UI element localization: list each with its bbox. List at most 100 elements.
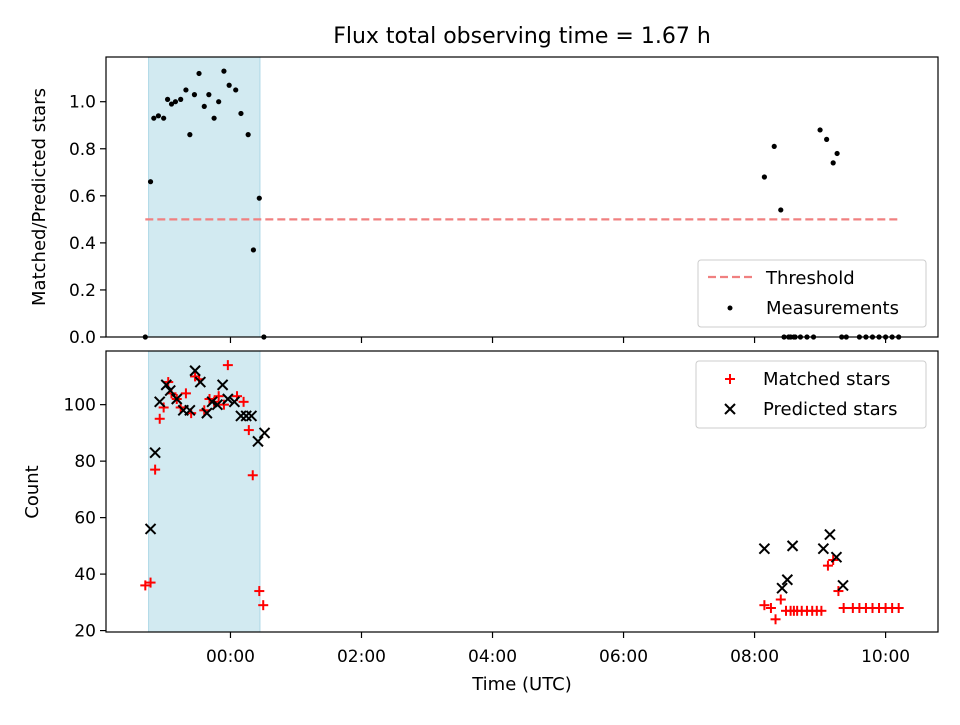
y-tick-label: 1.0 bbox=[69, 93, 96, 113]
measurement-point bbox=[233, 87, 239, 93]
measurement-point bbox=[187, 132, 193, 138]
matched-star-point bbox=[222, 360, 233, 371]
measurement-point bbox=[183, 87, 189, 93]
measurement-point bbox=[238, 110, 244, 117]
predicted-star-point bbox=[154, 396, 166, 408]
measurement-point bbox=[172, 99, 179, 105]
observing-window-band bbox=[148, 350, 261, 633]
predicted-star-point bbox=[144, 523, 157, 535]
y-axis-label: Count bbox=[22, 465, 43, 518]
x-tick-label: 04:00 bbox=[468, 647, 517, 667]
measurement-point bbox=[771, 143, 777, 150]
measurement-point bbox=[201, 103, 207, 110]
predicted-star-point bbox=[781, 574, 794, 586]
measurement-point bbox=[211, 115, 217, 121]
predicted-star-point bbox=[222, 393, 234, 405]
measurement-point bbox=[147, 179, 154, 185]
legend-frame bbox=[695, 360, 927, 429]
predicted-star-point bbox=[194, 376, 207, 388]
axes-frame bbox=[105, 350, 939, 633]
shaded-span bbox=[148, 56, 261, 338]
measurement-point bbox=[834, 150, 840, 157]
measurement-point bbox=[778, 207, 784, 213]
measurement-point bbox=[168, 101, 175, 107]
measurement-point bbox=[191, 92, 198, 98]
predicted-star-point bbox=[171, 393, 183, 405]
predicted-star-point bbox=[758, 542, 771, 555]
legend-measurements-swatch bbox=[727, 305, 733, 311]
y-tick-label: 20 bbox=[74, 622, 96, 642]
predicted-star-point bbox=[817, 542, 830, 555]
y-tick-label: 100 bbox=[64, 396, 96, 416]
predicted-star-point bbox=[201, 407, 213, 419]
legend-predicted-label: Predicted stars bbox=[763, 399, 897, 420]
observing-window-band bbox=[148, 56, 261, 338]
matched-star-point bbox=[765, 602, 776, 613]
measurement-point bbox=[196, 70, 202, 77]
predicted-star-point bbox=[149, 446, 161, 459]
matched-star-point bbox=[258, 600, 269, 611]
predicted-star-point bbox=[235, 410, 247, 422]
chart-title: Flux total observing time = 1.67 h bbox=[333, 24, 711, 49]
matched-star-point bbox=[822, 560, 833, 571]
measurement-point bbox=[216, 99, 222, 105]
measurement-point bbox=[226, 82, 232, 88]
count-plot: 20 40 60 80 100 00:00 02:00 04:00 06:00 08:00 10:0… bbox=[22, 350, 939, 695]
measurement-point bbox=[221, 68, 227, 74]
predicted-star-point bbox=[245, 410, 258, 422]
matched-star-point bbox=[775, 594, 786, 605]
count-axes: 20 40 60 80 100 00:00 02:00 04:00 06:00 08:00 10:0… bbox=[64, 350, 939, 667]
predicted-star-point bbox=[837, 579, 849, 592]
predicted-star-point bbox=[776, 582, 788, 594]
x-tick-label: 08:00 bbox=[730, 647, 779, 667]
x-tick-label: 10:00 bbox=[861, 647, 910, 667]
matched-star-point bbox=[140, 580, 151, 591]
matched-star-point bbox=[838, 602, 849, 613]
ratio-legend: Threshold Measurements bbox=[697, 259, 927, 328]
x-tick-label: 02:00 bbox=[337, 647, 386, 667]
matched-star-point bbox=[213, 391, 224, 402]
y-tick-label: 0.0 bbox=[69, 328, 96, 348]
y-tick-label: 80 bbox=[74, 452, 96, 472]
measurement-point bbox=[161, 115, 167, 121]
predicted-star-point bbox=[786, 540, 799, 552]
predicted-star-point bbox=[184, 404, 196, 417]
measurement-point bbox=[256, 195, 262, 201]
measurement-point bbox=[155, 113, 162, 119]
x-axis-label: Time (UTC) bbox=[471, 674, 572, 695]
y-tick-label: 0.2 bbox=[69, 281, 96, 301]
predicted-star-point bbox=[160, 379, 172, 391]
predicted-star-point bbox=[258, 427, 271, 439]
measurement-point bbox=[817, 127, 823, 133]
predicted-star-point bbox=[252, 435, 264, 448]
matched-star-point bbox=[145, 577, 156, 588]
y-axis-label: Matched/Predicted stars bbox=[29, 88, 50, 306]
matched-star-point bbox=[243, 425, 254, 436]
y-tick-label: 60 bbox=[74, 509, 96, 529]
measurement-point bbox=[151, 115, 157, 121]
matched-star-point bbox=[893, 602, 904, 613]
matched-star-point bbox=[816, 605, 827, 616]
x-tick-label: 00:00 bbox=[206, 647, 255, 667]
measurement-point bbox=[824, 136, 830, 142]
shaded-span bbox=[148, 350, 261, 633]
legend-matched-label: Matched stars bbox=[763, 369, 890, 390]
y-tick-label: 0.6 bbox=[69, 187, 96, 207]
matched-star-point bbox=[180, 388, 191, 399]
matched-star-point bbox=[770, 614, 781, 625]
x-tick-label: 06:00 bbox=[599, 647, 648, 667]
matched-star-point bbox=[759, 600, 770, 611]
measurement-point bbox=[250, 247, 257, 253]
legend-threshold-label: Threshold bbox=[765, 268, 855, 289]
legend-measurements-label: Measurements bbox=[766, 298, 899, 319]
predicted-star-point bbox=[824, 528, 836, 541]
matched-star-point bbox=[238, 396, 249, 407]
legend-matched-swatch bbox=[725, 374, 735, 384]
ratio-axes: 0.0 0.2 0.4 0.6 0.8 1.0 bbox=[69, 56, 939, 348]
predicted-star-point bbox=[211, 398, 224, 411]
measurement-point bbox=[830, 160, 836, 166]
y-tick-label: 0.8 bbox=[69, 140, 96, 160]
y-tick-label: 0.4 bbox=[69, 234, 96, 254]
